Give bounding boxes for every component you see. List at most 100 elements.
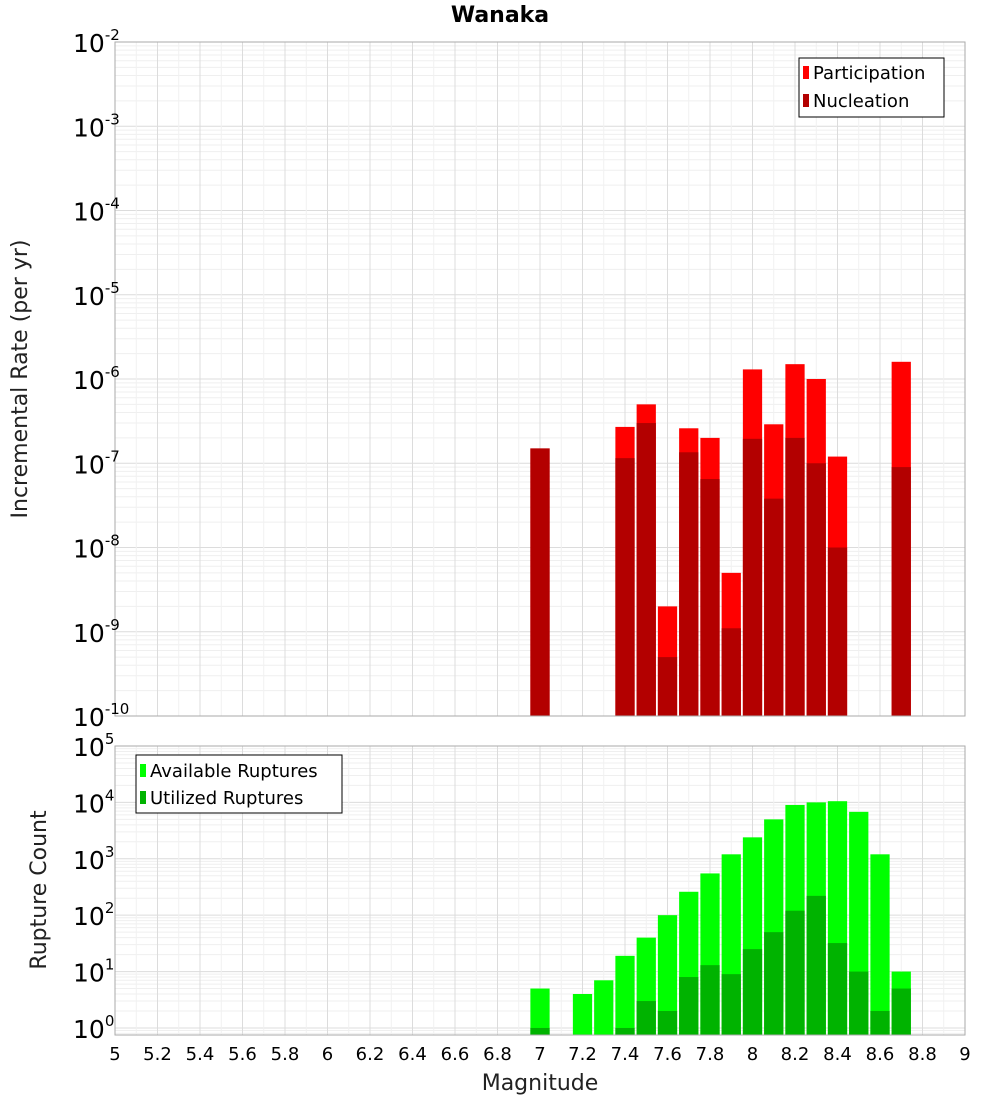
top-bar-nucleation (530, 448, 550, 716)
y-tick-exponent: 4 (105, 786, 115, 804)
x-tick-label: 5.4 (186, 1044, 215, 1065)
x-tick-label: 7.2 (568, 1044, 597, 1065)
y-tick-exponent: -8 (105, 532, 120, 550)
bottom-bar-utilized-ruptures (657, 1010, 678, 1035)
x-tick-label: 7.4 (611, 1044, 640, 1065)
x-tick-label: 5.8 (271, 1044, 300, 1065)
y-tick-base: 10 (73, 846, 105, 875)
top-bar-nucleation (679, 452, 699, 716)
y-tick-exponent: -2 (105, 26, 120, 44)
legend-swatch-participation (803, 66, 809, 79)
legend-swatch-available (140, 764, 146, 777)
top-bar-nucleation (615, 458, 635, 716)
x-tick-label: 7.6 (653, 1044, 682, 1065)
y-tick-base: 10 (73, 959, 105, 988)
y-tick-base: 10 (73, 703, 105, 732)
y-tick-exponent: -7 (105, 447, 120, 465)
y-tick-exponent: 1 (105, 956, 115, 974)
top-bar-nucleation (785, 437, 805, 716)
legend-label-utilized: Utilized Ruptures (150, 788, 303, 809)
top-bar-nucleation (742, 438, 763, 716)
y-tick-base: 10 (73, 619, 105, 648)
x-tick-label: 5 (109, 1044, 120, 1065)
bottom-bar-utilized-ruptures (530, 1027, 550, 1035)
y-tick-base: 10 (73, 450, 105, 479)
y-tick-base: 10 (73, 1015, 105, 1044)
x-tick-label: 8 (747, 1044, 758, 1065)
y-tick-exponent: 3 (105, 843, 115, 861)
y-tick-label: 103 (73, 843, 114, 875)
y-tick-label: 101 (73, 956, 114, 988)
top-y-tick-labels: 10-210-310-410-510-610-710-810-910-10 (73, 26, 129, 732)
bottom-bar-utilized-ruptures (785, 910, 805, 1035)
y-tick-exponent: -3 (105, 110, 120, 128)
bottom-bar-utilized-ruptures (870, 1010, 890, 1035)
y-tick-exponent: -4 (105, 195, 120, 213)
legend-swatch-nucleation (803, 94, 809, 107)
y-tick-base: 10 (73, 789, 105, 818)
y-tick-base: 10 (73, 902, 105, 931)
y-tick-label: 10-6 (73, 363, 120, 395)
x-tick-labels: 5 5.2 5.4 5.6 5.8 6 6.2 6.4 6.6 6.8 7 7.2 7.4 7.6 7.8 8… (109, 1044, 970, 1065)
y-tick-label: 10-9 (73, 616, 120, 648)
bottom-bar-utilized-ruptures (764, 932, 784, 1035)
y-tick-base: 10 (73, 113, 105, 142)
y-tick-exponent: -5 (105, 279, 120, 297)
x-tick-label: 8.2 (781, 1044, 810, 1065)
x-tick-label: 5.6 (228, 1044, 257, 1065)
x-tick-label: 6.4 (398, 1044, 427, 1065)
x-tick-label: 6.2 (356, 1044, 385, 1065)
x-tick-label: 8.4 (823, 1044, 852, 1065)
bottom-bar-available-ruptures (615, 955, 635, 1035)
bottom-bar-available-ruptures (530, 988, 550, 1035)
bottom-bars (530, 801, 911, 1035)
legend-label-participation: Participation (813, 63, 925, 84)
y-tick-base: 10 (73, 282, 105, 311)
legend-label-nucleation: Nucleation (813, 91, 909, 112)
x-tick-label: 6.8 (483, 1044, 512, 1065)
y-tick-base: 10 (73, 29, 105, 58)
bottom-bar-utilized-ruptures (849, 971, 869, 1035)
top-legend: Participation Nucleation (798, 57, 945, 118)
y-tick-label: 10-3 (73, 110, 120, 142)
y-tick-exponent: -9 (105, 616, 120, 634)
x-axis-label: Magnitude (482, 1071, 599, 1096)
x-tick-label: 9 (959, 1044, 970, 1065)
y-tick-base: 10 (73, 198, 105, 227)
top-plot: 10-210-310-410-510-610-710-810-910-10 In… (8, 26, 966, 732)
x-tick-label: 8.8 (908, 1044, 937, 1065)
bottom-bar-available-ruptures (657, 915, 678, 1035)
x-tick-label: 7.8 (696, 1044, 725, 1065)
y-tick-label: 10-2 (73, 26, 120, 58)
y-tick-label: 10-4 (73, 195, 120, 227)
top-bar-nucleation (806, 463, 826, 716)
bottom-bar-utilized-ruptures (891, 988, 911, 1035)
top-bar-nucleation (721, 628, 741, 716)
bottom-bar-available-ruptures (572, 994, 593, 1035)
y-tick-label: 105 (73, 730, 114, 762)
y-tick-base: 10 (73, 733, 105, 762)
bottom-bar-utilized-ruptures (806, 895, 826, 1035)
top-y-axis-label: Incremental Rate (per yr) (8, 240, 33, 519)
bottom-y-axis-label: Rupture Count (27, 810, 52, 970)
bottom-bar-utilized-ruptures (615, 1027, 635, 1035)
y-tick-label: 104 (73, 786, 114, 818)
y-tick-base: 10 (73, 535, 105, 564)
y-tick-exponent: 5 (105, 730, 115, 748)
top-bars (530, 361, 911, 716)
x-tick-label: 6.6 (441, 1044, 470, 1065)
top-legend-box (798, 57, 945, 118)
y-tick-exponent: -6 (105, 363, 120, 381)
x-tick-label: 7 (534, 1044, 545, 1065)
y-tick-exponent: 0 (105, 1012, 115, 1030)
bottom-bar-available-ruptures (870, 854, 890, 1035)
top-bar-nucleation (636, 423, 656, 716)
bottom-bar-available-ruptures (594, 980, 614, 1035)
y-tick-label: 102 (73, 899, 114, 931)
y-tick-exponent: 2 (105, 899, 115, 917)
y-tick-base: 10 (73, 366, 105, 395)
top-bar-nucleation (764, 498, 784, 716)
